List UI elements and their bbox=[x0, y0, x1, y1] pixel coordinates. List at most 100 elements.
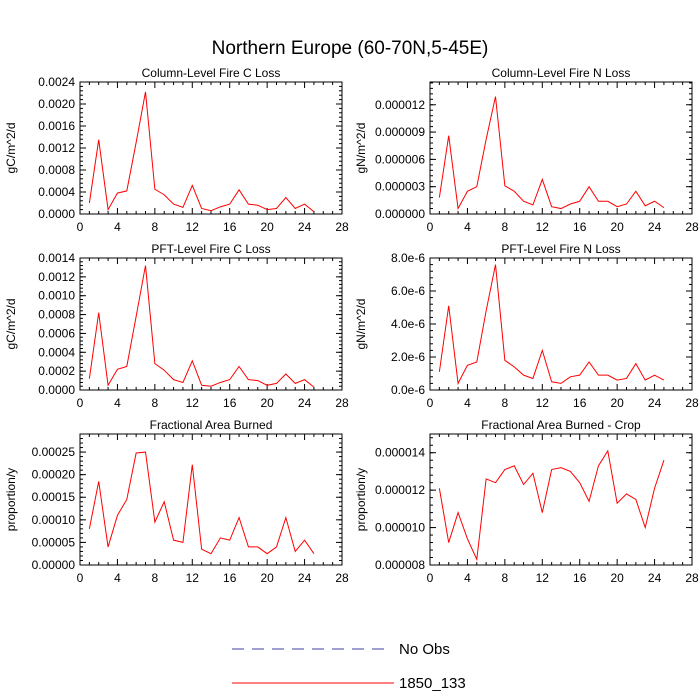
y-tick-label: 2.0e-6 bbox=[391, 350, 425, 364]
x-tick-label: 4 bbox=[114, 571, 121, 585]
plot-frame bbox=[79, 257, 343, 391]
x-tick-label: 4 bbox=[464, 396, 471, 410]
plot-frame bbox=[429, 81, 693, 215]
x-tick-label: 0 bbox=[427, 396, 434, 410]
panel-title: PFT-Level Fire C Loss bbox=[151, 242, 270, 256]
y-tick-label: 0.0020 bbox=[38, 97, 75, 111]
x-tick-label: 0 bbox=[77, 396, 84, 410]
panel-3: PFT-Level Fire C Loss gC/m^2/d 0 4 8 12 16 20 24… bbox=[4, 242, 349, 410]
panel-5: Fractional Area Burned proportion/y 0 4 8 12 1… bbox=[4, 418, 349, 585]
y-tick-label: 0.0010 bbox=[38, 289, 75, 303]
x-tick-label: 24 bbox=[298, 571, 312, 585]
y-tick-label: 8.0e-6 bbox=[391, 251, 425, 265]
x-tick-label: 16 bbox=[573, 220, 587, 234]
panel-6: Fractional Area Burned - Crop proportion/… bbox=[354, 418, 699, 585]
panel-title: PFT-Level Fire N Loss bbox=[501, 242, 620, 256]
y-tick-label: 0.0008 bbox=[38, 163, 75, 177]
plot-frame bbox=[79, 433, 343, 566]
series-line-1850-133 bbox=[88, 91, 315, 213]
x-tick-label: 24 bbox=[648, 396, 662, 410]
page-title: Northern Europe (60-70N,5-45E) bbox=[212, 38, 489, 59]
y-tick-label: 0.000006 bbox=[375, 152, 425, 166]
y-tick-label: 0.000008 bbox=[375, 558, 425, 572]
x-tick-label: 16 bbox=[573, 396, 587, 410]
x-tick-label: 0 bbox=[77, 220, 84, 234]
y-tick-label: 0.0016 bbox=[38, 119, 75, 133]
y-tick-label: 4.0e-6 bbox=[391, 317, 425, 331]
y-tick-label: 6.0e-6 bbox=[391, 284, 425, 298]
series-line-1850-133 bbox=[88, 265, 315, 388]
x-tick-label: 12 bbox=[536, 571, 550, 585]
y-tick-label: 0.0000 bbox=[38, 207, 75, 221]
x-tick-label: 28 bbox=[335, 571, 349, 585]
y-tick-label: 0.000000 bbox=[375, 207, 425, 221]
y-tick-label: 0.000009 bbox=[375, 125, 425, 139]
panel-1: Column-Level Fire C Loss gC/m^2/d 0 4 8 12 16 2… bbox=[4, 66, 349, 234]
y-tick-label: 0.0000 bbox=[38, 383, 75, 397]
y-tick-label: 0.0002 bbox=[38, 364, 75, 378]
series-line-1850-133 bbox=[438, 449, 665, 562]
y-tick-label: 0.0e-6 bbox=[391, 383, 425, 397]
legend-label-no-obs: No Obs bbox=[399, 641, 450, 658]
y-tick-label: 0.0024 bbox=[38, 75, 75, 89]
y-tick-label: 0.00010 bbox=[32, 513, 76, 527]
x-tick-label: 4 bbox=[114, 220, 121, 234]
y-tick-label: 0.000010 bbox=[375, 521, 425, 535]
y-tick-label: 0.00015 bbox=[32, 490, 76, 504]
y-axis-label: gN/m^2/d bbox=[354, 123, 368, 174]
x-tick-label: 8 bbox=[152, 220, 159, 234]
y-tick-label: 0.0012 bbox=[38, 270, 75, 284]
plot-frame bbox=[79, 81, 343, 215]
x-tick-label: 16 bbox=[573, 571, 587, 585]
y-axis-label: gC/m^2/d bbox=[4, 123, 18, 174]
x-tick-label: 8 bbox=[502, 571, 509, 585]
x-tick-label: 8 bbox=[152, 571, 159, 585]
panel-title: Column-Level Fire N Loss bbox=[492, 66, 631, 80]
y-axis-label: proportion/y bbox=[4, 468, 18, 531]
y-axis-label: proportion/y bbox=[354, 468, 368, 531]
y-tick-label: 0.000014 bbox=[375, 446, 425, 460]
y-tick-label: 0.000003 bbox=[375, 180, 425, 194]
x-tick-label: 28 bbox=[335, 396, 349, 410]
x-tick-label: 12 bbox=[186, 220, 200, 234]
panel-title: Fractional Area Burned - Crop bbox=[481, 418, 641, 432]
y-tick-label: 0.0006 bbox=[38, 326, 75, 340]
y-axis-label: gC/m^2/d bbox=[4, 299, 18, 350]
x-tick-label: 20 bbox=[260, 571, 274, 585]
x-tick-label: 20 bbox=[610, 571, 624, 585]
x-tick-label: 4 bbox=[464, 220, 471, 234]
panels-group: Column-Level Fire C Loss gC/m^2/d 0 4 8 12 16 2… bbox=[4, 66, 699, 585]
series-line-1850-133 bbox=[438, 96, 665, 211]
x-tick-label: 12 bbox=[186, 396, 200, 410]
y-tick-label: 0.0004 bbox=[38, 345, 75, 359]
x-tick-label: 24 bbox=[298, 220, 312, 234]
x-tick-label: 8 bbox=[502, 220, 509, 234]
plot-frame bbox=[429, 433, 693, 566]
legend: No Obs 1850_133 bbox=[232, 641, 466, 692]
y-tick-label: 0.00005 bbox=[32, 535, 76, 549]
y-tick-label: 0.000012 bbox=[375, 483, 425, 497]
x-tick-label: 16 bbox=[223, 220, 237, 234]
x-tick-label: 8 bbox=[502, 396, 509, 410]
y-tick-label: 0.0004 bbox=[38, 185, 75, 199]
x-tick-label: 0 bbox=[427, 220, 434, 234]
y-tick-label: 0.0012 bbox=[38, 141, 75, 155]
x-tick-label: 4 bbox=[464, 571, 471, 585]
x-tick-label: 16 bbox=[223, 571, 237, 585]
x-tick-label: 12 bbox=[536, 220, 550, 234]
x-tick-label: 4 bbox=[114, 396, 121, 410]
panel-title: Fractional Area Burned bbox=[150, 418, 273, 432]
series-line-1850-133 bbox=[88, 451, 315, 555]
x-tick-label: 28 bbox=[335, 220, 349, 234]
y-tick-label: 0.00025 bbox=[32, 445, 76, 459]
x-tick-label: 24 bbox=[648, 571, 662, 585]
x-tick-label: 28 bbox=[685, 396, 699, 410]
panel-title: Column-Level Fire C Loss bbox=[142, 66, 281, 80]
x-tick-label: 20 bbox=[260, 220, 274, 234]
x-tick-label: 20 bbox=[610, 220, 624, 234]
x-tick-label: 24 bbox=[648, 220, 662, 234]
plot-frame bbox=[429, 257, 693, 391]
panel-2: Column-Level Fire N Loss gN/m^2/d 0 4 8 12 16 2… bbox=[354, 66, 699, 234]
y-tick-label: 0.00020 bbox=[32, 468, 76, 482]
